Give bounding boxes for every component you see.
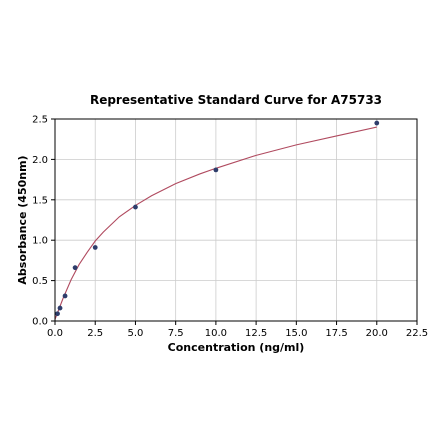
fit-curve (54, 126, 377, 320)
x-tick-label: 5.0 (127, 328, 143, 339)
grid-layer (54, 118, 418, 322)
x-tick-label: 7.5 (168, 328, 184, 339)
data-point (213, 167, 219, 173)
x-tick-label: 12.5 (245, 328, 267, 339)
data-point (374, 120, 380, 126)
tick-layer: 0.0 2.5 5.0 7.5 10.0 12.5 15.0 17.5 20.0 22.5 0.0 0… (32, 115, 428, 340)
chart-title: Representative Standard Curve for A75733 (90, 93, 382, 107)
y-tick-label: 2.0 (32, 155, 48, 166)
y-tick-label: 0.0 (32, 317, 48, 328)
x-axis-label: Concentration (ng/ml) (168, 341, 305, 354)
x-tick-label: 20.0 (366, 328, 388, 339)
data-point (55, 311, 60, 317)
axis-layer (54, 118, 418, 322)
curve-layer (54, 126, 377, 320)
data-point (57, 305, 63, 311)
x-tick-label: 0.0 (47, 328, 63, 339)
x-tick-label: 22.5 (406, 328, 428, 339)
y-tick-label: 1.0 (32, 236, 48, 247)
y-tick-label: 1.5 (32, 195, 48, 206)
y-tick-label: 2.5 (32, 115, 48, 126)
y-tick-label: 0.5 (32, 276, 48, 287)
x-tick-label: 15.0 (285, 328, 307, 339)
data-point (62, 293, 68, 299)
data-point (133, 204, 138, 210)
x-tick-label: 10.0 (205, 328, 227, 339)
plot-frame (54, 118, 418, 322)
data-point (72, 265, 78, 271)
x-tick-label: 2.5 (87, 328, 103, 339)
x-tick-label: 17.5 (325, 328, 347, 339)
y-axis-label: Absorbance (450nm) (16, 155, 29, 284)
point-layer (55, 120, 380, 317)
data-point (92, 245, 98, 250)
